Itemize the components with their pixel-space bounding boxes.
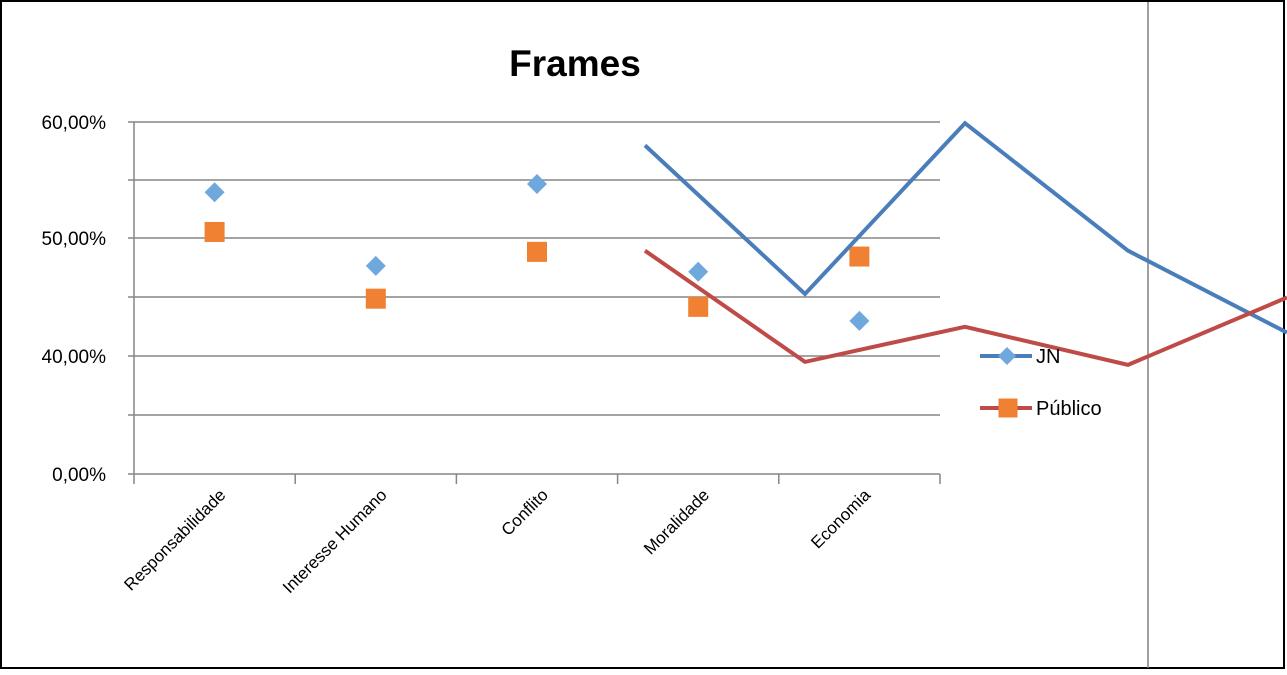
data-point-publico xyxy=(527,242,547,262)
data-point-publico xyxy=(366,289,386,309)
legend-marker-publico xyxy=(999,399,1018,418)
chart-title: Frames xyxy=(509,43,641,84)
data-point-publico xyxy=(849,247,869,267)
legend-label: JN xyxy=(1036,346,1060,368)
data-point-publico xyxy=(205,222,225,242)
y-tick-label: 0,00% xyxy=(52,465,106,486)
y-tick-label: 50,00% xyxy=(42,229,107,250)
data-point-publico xyxy=(688,297,708,317)
legend-label: Público xyxy=(1036,398,1102,420)
y-tick-label: 60,00% xyxy=(42,113,107,134)
y-tick-label: 40,00% xyxy=(42,347,107,368)
